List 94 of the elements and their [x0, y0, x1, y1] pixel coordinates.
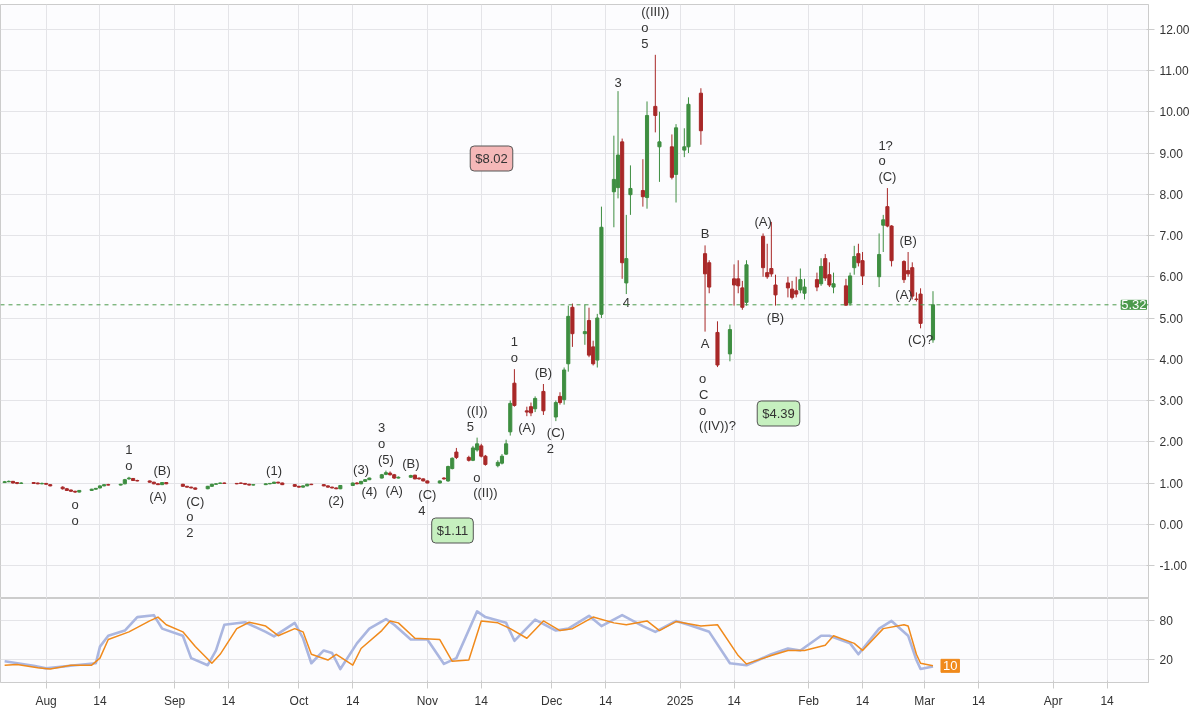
candlestick — [823, 253, 828, 282]
annotation: (B) — [766, 309, 785, 325]
annotation: (B) — [402, 455, 420, 471]
candlestick — [773, 274, 778, 307]
annotation: $8.02 — [475, 151, 508, 166]
annotation: 1 o — [510, 334, 519, 366]
annotation: (C) 4 — [418, 487, 437, 519]
annotation: (A) — [518, 420, 536, 436]
candlestick — [852, 245, 857, 276]
candlestick — [881, 214, 886, 253]
candlestick — [843, 278, 849, 307]
candlestick — [541, 383, 546, 416]
annotation: 1 o — [125, 442, 133, 473]
x-tick-label: 14 — [221, 693, 236, 708]
annotation: ((I)) 5 — [466, 402, 488, 434]
y-tick-label: 10.00 — [1159, 105, 1190, 120]
candlestick — [769, 221, 774, 278]
annotation: 3 — [614, 75, 622, 91]
x-tick-label: 14 — [855, 693, 870, 708]
x-tick-label: Nov — [416, 693, 439, 708]
y-tick-label: 0.00 — [1159, 517, 1184, 532]
x-tick-label: 14 — [1100, 693, 1115, 708]
y-tick-label: 6.00 — [1159, 270, 1184, 285]
candlestick — [640, 158, 645, 208]
candlestick — [628, 164, 633, 216]
annotation: (B) — [153, 463, 171, 479]
annotation: (A) — [895, 286, 913, 302]
x-tick-label: 14 — [474, 693, 489, 708]
candlestick — [831, 272, 836, 294]
ref-line-label: 5.32 — [1121, 297, 1147, 313]
y-tick-label: 20 — [1159, 652, 1174, 667]
x-tick-label: Oct — [289, 693, 309, 708]
annotation: (3) — [353, 461, 370, 477]
annotation: A — [700, 335, 710, 351]
candlestick — [582, 303, 587, 346]
candlestick — [388, 470, 393, 477]
y-tick-label: 2.00 — [1159, 435, 1184, 450]
annotation: (C)? — [907, 332, 934, 348]
annotation: (A) — [149, 489, 167, 505]
y-tick-label: 11.00 — [1159, 64, 1189, 78]
candlestick — [653, 54, 658, 133]
x-tick-label: Aug — [35, 693, 57, 708]
x-tick-label: 2025 — [666, 693, 694, 708]
candlestick — [794, 276, 799, 298]
y-tick-label: 5.00 — [1159, 311, 1184, 326]
annotation: (B) — [899, 233, 917, 248]
annotation: 3 o (5) — [377, 420, 394, 467]
annotation: $4.39 — [762, 406, 795, 421]
candlestick — [732, 263, 737, 307]
x-tick-label: Feb — [798, 693, 820, 708]
candlestick — [557, 391, 563, 406]
candlestick — [657, 111, 662, 183]
x-tick-label: 14 — [93, 693, 107, 708]
annotation: (4) — [361, 484, 378, 500]
candlestick — [512, 368, 517, 408]
annotation: o o — [71, 496, 79, 528]
y-tick-label: 3.00 — [1159, 394, 1184, 408]
candlestick — [785, 276, 790, 298]
annotation: $1.11 — [436, 523, 469, 538]
annotation: o ((II)) — [473, 469, 498, 501]
annotation: (C) o 2 — [186, 493, 205, 541]
y-tick-label: -1.00 — [1159, 559, 1188, 573]
y-tick-label: 80 — [1159, 614, 1174, 629]
candlestick — [877, 232, 882, 288]
annotation: (C) 2 — [546, 425, 565, 456]
x-tick-label: Sep — [163, 693, 186, 708]
x-tick-label: 14 — [598, 693, 613, 708]
x-tick-label: 14 — [971, 693, 986, 708]
annotation: ((III)) o 5 — [641, 4, 670, 51]
x-tick-label: 14 — [727, 693, 742, 708]
annotation: (A) — [754, 214, 772, 230]
annotation: (A) — [385, 482, 403, 498]
candlestick — [790, 280, 795, 300]
annotation: 10 — [942, 658, 958, 674]
annotation: 4 — [622, 295, 630, 311]
candlestick — [553, 400, 558, 422]
annotation: (B) — [534, 365, 553, 380]
candlestick — [814, 272, 819, 292]
candlestick — [819, 257, 824, 287]
annotation: B — [700, 226, 710, 242]
y-tick-label: 1.00 — [1159, 476, 1184, 491]
x-tick-label: Mar — [914, 693, 936, 708]
x-tick-label: 14 — [346, 693, 360, 708]
annotation: (2) — [328, 493, 345, 509]
annotation: (1) — [266, 462, 282, 478]
x-tick-label: Apr — [1043, 693, 1063, 708]
annotation: 1? o (C) — [878, 137, 897, 185]
y-tick-label: 12.00 — [1159, 22, 1190, 37]
annotation: o C o ((IV))? — [699, 371, 736, 434]
y-tick-label: 4.00 — [1159, 352, 1184, 367]
y-tick-label: 9.00 — [1159, 146, 1184, 161]
y-tick-label: 8.00 — [1159, 187, 1184, 202]
x-tick-label: Dec — [541, 693, 563, 708]
y-tick-label: 7.00 — [1159, 229, 1184, 243]
